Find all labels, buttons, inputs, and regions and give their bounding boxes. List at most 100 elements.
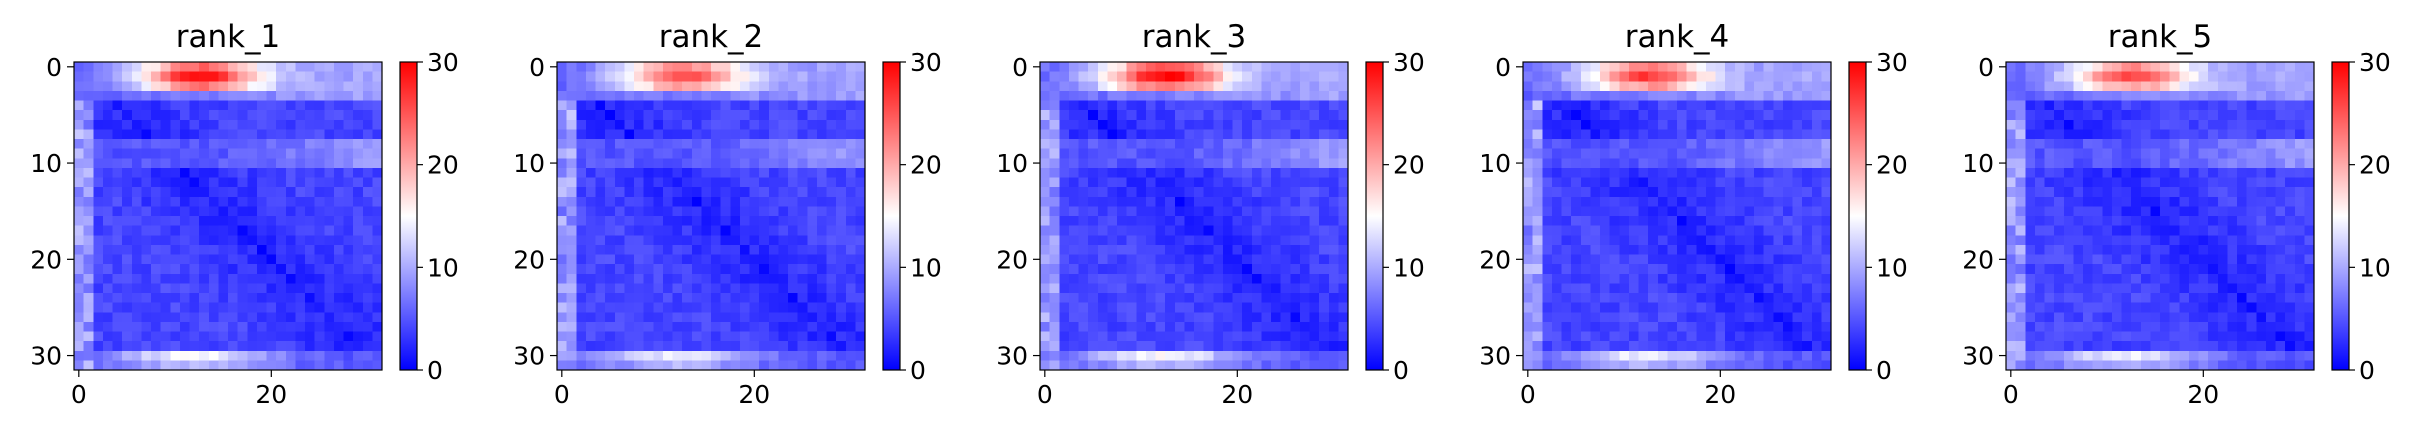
- heatmap-cell: [595, 196, 606, 207]
- heatmap-cell: [1117, 321, 1128, 332]
- heatmap-cell: [189, 264, 200, 275]
- heatmap-cell: [2217, 81, 2228, 92]
- heatmap-cell: [151, 206, 162, 217]
- heatmap-cell: [1551, 71, 1562, 82]
- heatmap-cell: [1174, 206, 1185, 217]
- heatmap-cell: [1600, 71, 1611, 82]
- heatmap-cell: [256, 187, 267, 198]
- heatmap-cell: [1299, 81, 1310, 92]
- heatmap-cell: [836, 81, 847, 92]
- heatmap-cell: [1088, 81, 1099, 92]
- heatmap-cell: [2237, 148, 2248, 159]
- heatmap-cell: [1763, 244, 1774, 255]
- heatmap-cell: [1338, 312, 1349, 323]
- heatmap-cell: [653, 350, 664, 361]
- heatmap-cell: [682, 283, 693, 294]
- axes-frame: [73, 61, 383, 371]
- heatmap-cell: [170, 62, 181, 73]
- heatmap-cell: [93, 312, 104, 323]
- heatmap-cell: [1290, 302, 1301, 313]
- heatmap-cell: [807, 244, 818, 255]
- heatmap-cell: [768, 350, 779, 361]
- heatmap-cell: [2217, 187, 2228, 198]
- heatmap-cell: [2246, 148, 2257, 159]
- heatmap-cell: [1571, 225, 1582, 236]
- heatmap-cell: [1165, 360, 1176, 371]
- heatmap-cell: [1619, 235, 1630, 246]
- heatmap-cell: [1715, 293, 1726, 304]
- heatmap-cell: [285, 129, 296, 140]
- heatmap-cell: [362, 148, 373, 159]
- heatmap-cell: [1319, 264, 1330, 275]
- heatmap-cell: [566, 321, 577, 332]
- heatmap-cell: [759, 90, 770, 101]
- heatmap-cell: [2169, 235, 2180, 246]
- heatmap-cell: [1677, 206, 1688, 217]
- heatmap-cell: [141, 62, 152, 73]
- heatmap-cell: [2294, 119, 2305, 130]
- heatmap-cell: [855, 321, 866, 332]
- heatmap-cell: [1744, 148, 1755, 159]
- heatmap-cell: [372, 100, 383, 111]
- heatmap-cell: [2140, 81, 2151, 92]
- heatmap-cell: [855, 100, 866, 111]
- heatmap-cell: [102, 341, 113, 352]
- heatmap-cell: [1657, 110, 1668, 121]
- heatmap-cell: [605, 187, 616, 198]
- heatmap-cell: [256, 302, 267, 313]
- heatmap-cell: [672, 341, 683, 352]
- heatmap-cell: [1657, 100, 1668, 111]
- heatmap-cell: [2179, 62, 2190, 73]
- heatmap-cell: [353, 119, 364, 130]
- heatmap-cell: [1165, 264, 1176, 275]
- heatmap-cell: [662, 350, 673, 361]
- heatmap-cell: [2111, 187, 2122, 198]
- heatmap-cell: [797, 71, 808, 82]
- panel-title: rank_4: [1625, 19, 1730, 55]
- heatmap-cell: [1696, 129, 1707, 140]
- heatmap-cell: [807, 273, 818, 284]
- heatmap-cell: [333, 177, 344, 188]
- heatmap-cell: [2179, 110, 2190, 121]
- heatmap-cell: [256, 225, 267, 236]
- heatmap-cell: [807, 341, 818, 352]
- heatmap-cell: [2208, 158, 2219, 169]
- heatmap-cell: [797, 158, 808, 169]
- heatmap-cell: [2169, 81, 2180, 92]
- heatmap-cell: [247, 110, 258, 121]
- heatmap-cell: [343, 350, 354, 361]
- heatmap-cell: [160, 62, 171, 73]
- heatmap-cell: [1338, 90, 1349, 101]
- heatmap-cell: [362, 158, 373, 169]
- heatmap-cell: [189, 206, 200, 217]
- heatmap-cell: [614, 177, 625, 188]
- heatmap-cell: [1792, 264, 1803, 275]
- heatmap-cell: [1754, 167, 1765, 178]
- heatmap-cell: [1271, 235, 1282, 246]
- colorbar-tick-label: 0: [1393, 356, 1409, 385]
- heatmap-cell: [826, 71, 837, 82]
- heatmap-cell: [2073, 206, 2084, 217]
- heatmap-cell: [1677, 341, 1688, 352]
- heatmap-cell: [285, 321, 296, 332]
- heatmap-cell: [1763, 350, 1774, 361]
- heatmap-cell: [826, 139, 837, 150]
- heatmap-cell: [1715, 90, 1726, 101]
- heatmap-cell: [1609, 302, 1620, 313]
- heatmap-cell: [672, 81, 683, 92]
- heatmap-cell: [2265, 273, 2276, 284]
- heatmap-cell: [1782, 196, 1793, 207]
- heatmap-cell: [1097, 90, 1108, 101]
- heatmap-cell: [855, 331, 866, 342]
- heatmap-cell: [276, 293, 287, 304]
- heatmap-cell: [701, 187, 712, 198]
- heatmap-cell: [2246, 90, 2257, 101]
- heatmap-cell: [305, 283, 316, 294]
- heatmap-cell: [624, 350, 635, 361]
- heatmap-cell: [1251, 283, 1262, 294]
- heatmap-cell: [816, 90, 827, 101]
- heatmap-cell: [266, 81, 277, 92]
- heatmap-cell: [160, 264, 171, 275]
- heatmap-cell: [1174, 235, 1185, 246]
